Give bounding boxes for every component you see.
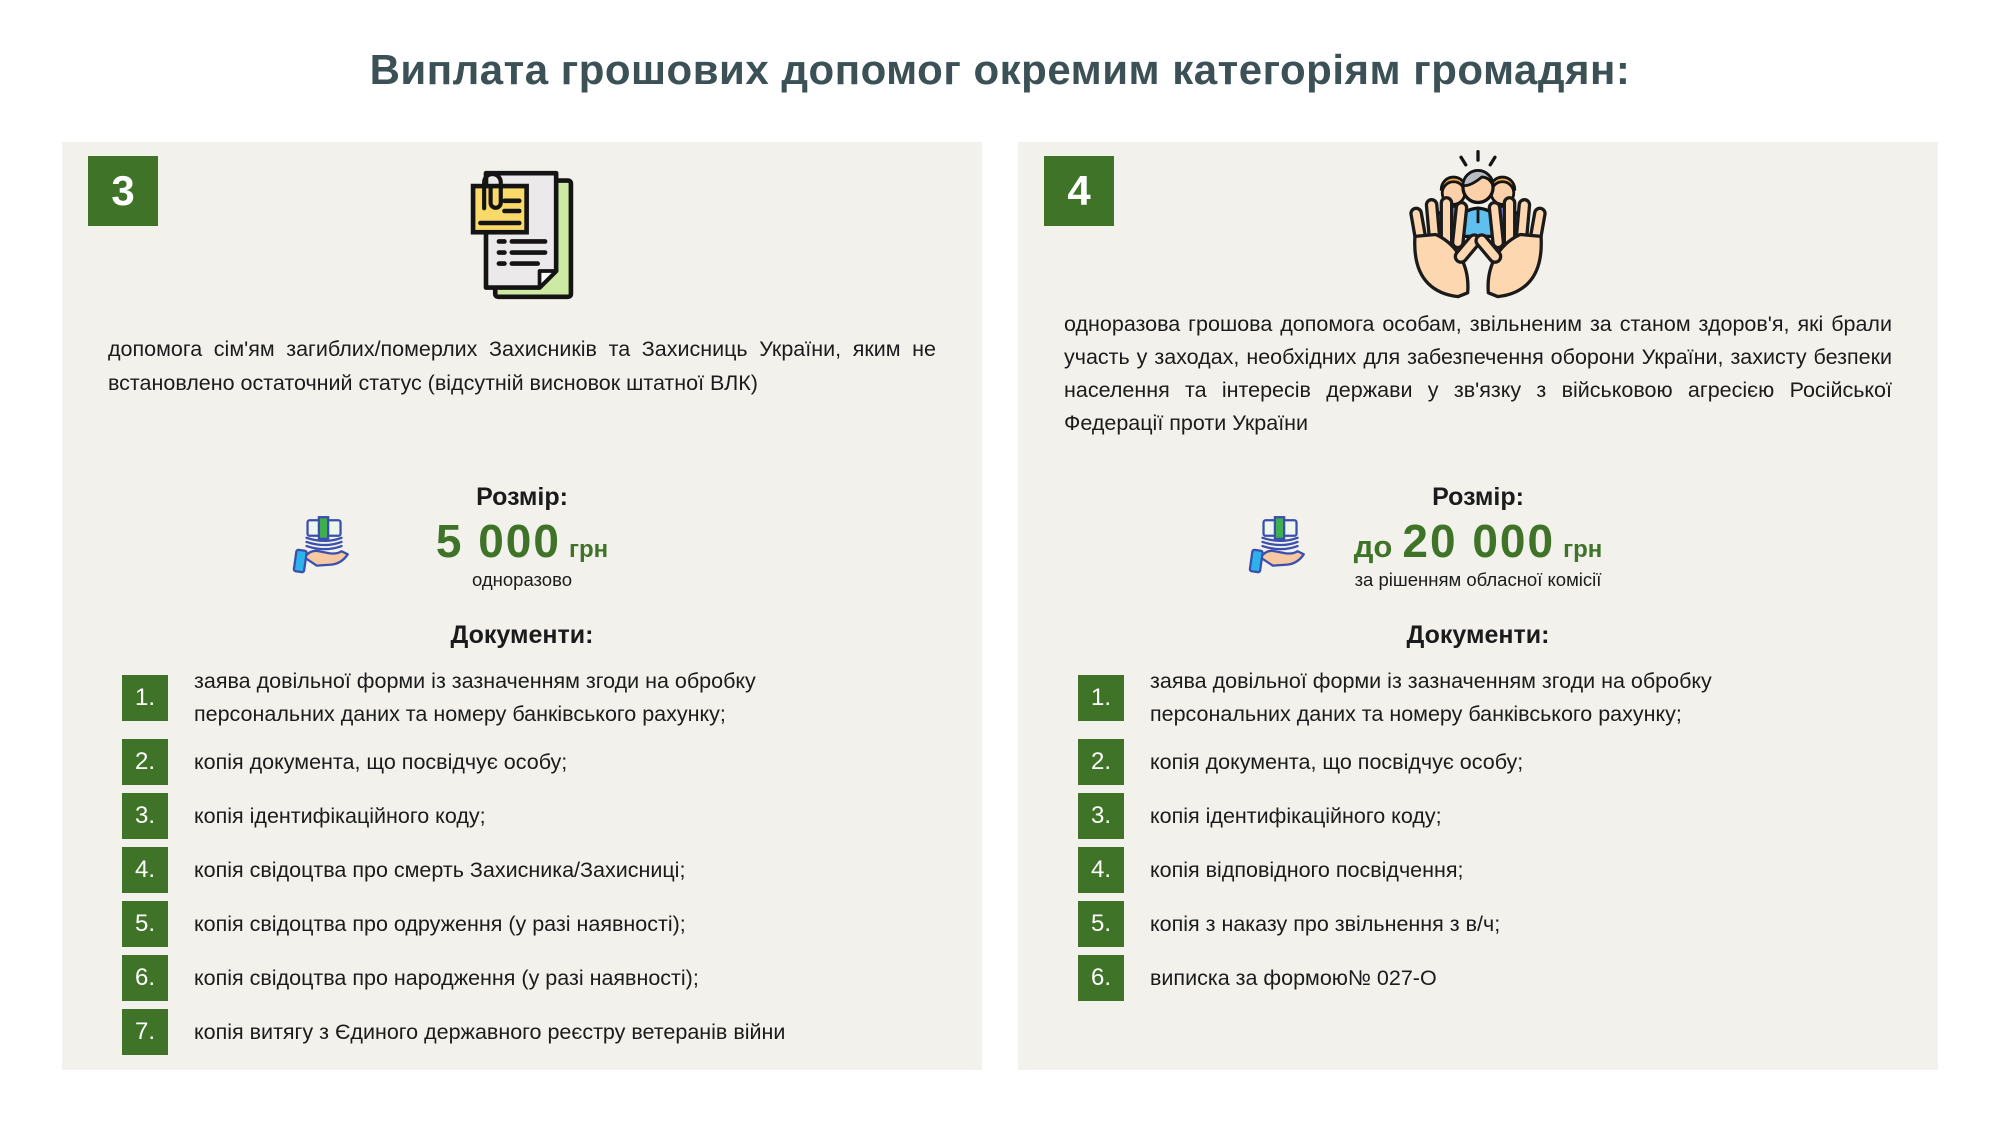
size-heading: Розмір: — [1432, 483, 1524, 511]
hands-holding-people-icon — [1409, 150, 1547, 299]
document-item-text: копія свідоцтва про народження (у разі н… — [194, 965, 699, 990]
hand-with-money-icon — [292, 516, 349, 574]
document-item-badge: 1. — [1078, 675, 1124, 721]
size-section: Розмір: 5 000 грн одноразово — [62, 482, 982, 614]
document-item-text: виписка за формою№ 027-О — [1150, 965, 1437, 990]
document-item-text: копія ідентифікаційного коду; — [194, 803, 486, 828]
document-item-text: копія документа, що посвідчує особу; — [194, 749, 568, 774]
document-item-badge: 5. — [1078, 901, 1124, 947]
document-item: 5. копія з наказу про звільнення з в/ч; — [1078, 901, 1882, 947]
amount-value: 5 000 — [435, 515, 561, 567]
description-wrap: одноразова грошова допомога особам, звіл… — [1018, 306, 1938, 482]
card-icon-row — [1018, 142, 1938, 306]
document-item-badge: 2. — [122, 739, 168, 785]
document-with-paperclip-icon — [470, 170, 574, 300]
cards-row: 3 допомога сім'я — [0, 142, 2000, 1070]
description-wrap: допомога сім'ям загиблих/померлих Захисн… — [62, 306, 982, 482]
card-description: допомога сім'ям загиблих/померлих Захисн… — [108, 337, 936, 395]
card-description: одноразова грошова допомога особам, звіл… — [1064, 312, 1892, 435]
document-item: 2. копія документа, що посвідчує особу; — [1078, 739, 1882, 785]
page-title: Виплата грошових допомог окремим категор… — [369, 46, 1631, 93]
document-item-text: копія з наказу про звільнення з в/ч; — [1150, 911, 1501, 936]
document-item-text: копія відповідного посвідчення; — [1150, 857, 1464, 882]
document-item-text: копія ідентифікаційного коду; — [1150, 803, 1442, 828]
document-item-badge: 3. — [122, 793, 168, 839]
documents-list: 1. заява довільної форми із зазначенням … — [62, 665, 982, 1055]
amount-value: 20 000 — [1402, 515, 1556, 567]
size-section: Розмір: до 20 000 грн за рішенням обласної… — [1018, 482, 1938, 614]
document-item: 6. копія свідоцтва про народження (у раз… — [122, 955, 926, 1001]
document-item-text: копія витягу з Єдиного державного реєстр… — [194, 1019, 786, 1044]
amount-note: одноразово — [471, 569, 573, 590]
document-item-text: заява довільної форми із зазначенням зго… — [1150, 669, 1712, 726]
size-heading: Розмір: — [476, 483, 568, 511]
documents-heading: Документи: — [1406, 621, 1550, 649]
amount-prefix: до — [1353, 529, 1393, 564]
card-number-badge: 4 — [1044, 156, 1114, 226]
document-item-text: заява довільної форми із зазначенням зго… — [194, 669, 756, 726]
document-item: 7. копія витягу з Єдиного державного реє… — [122, 1009, 926, 1055]
card-number-badge: 3 — [88, 156, 158, 226]
document-item: 5. копія свідоцтва про одруження (у разі… — [122, 901, 926, 947]
hand-with-money-icon — [1248, 516, 1305, 574]
amount-unit: грн — [568, 536, 609, 563]
document-item: 4. копія свідоцтва про смерть Захисника/… — [122, 847, 926, 893]
document-item-badge: 5. — [122, 901, 168, 947]
document-item-badge: 7. — [122, 1009, 168, 1055]
amount-line: до 20 000 грн — [1018, 514, 1938, 568]
document-item-badge: 4. — [1078, 847, 1124, 893]
document-item: 6. виписка за формою№ 027-О — [1078, 955, 1882, 1001]
document-item: 1. заява довільної форми із зазначенням … — [1078, 665, 1882, 731]
document-item-badge: 1. — [122, 675, 168, 721]
document-item-badge: 3. — [1078, 793, 1124, 839]
documents-list: 1. заява довільної форми із зазначенням … — [1018, 665, 1938, 1001]
amount-unit: грн — [1563, 536, 1603, 563]
document-item-text: копія свідоцтва про одруження (у разі на… — [194, 911, 686, 936]
document-item-text: копія свідоцтва про смерть Захисника/Зах… — [194, 857, 686, 882]
document-item: 1. заява довільної форми із зазначенням … — [122, 665, 926, 731]
document-item-badge: 2. — [1078, 739, 1124, 785]
amount-note: за рішенням обласної комісії — [1354, 569, 1602, 590]
documents-heading: Документи: — [450, 621, 594, 649]
card-icon-row — [62, 142, 982, 306]
amount-line: 5 000 грн — [62, 514, 982, 568]
card-3: 3 допомога сім'я — [62, 142, 982, 1070]
document-item: 3. копія ідентифікаційного коду; — [1078, 793, 1882, 839]
document-item: 3. копія ідентифікаційного коду; — [122, 793, 926, 839]
document-item-badge: 6. — [1078, 955, 1124, 1001]
document-item-badge: 6. — [122, 955, 168, 1001]
document-item-text: копія документа, що посвідчує особу; — [1150, 749, 1524, 774]
document-item: 2. копія документа, що посвідчує особу; — [122, 739, 926, 785]
document-item-badge: 4. — [122, 847, 168, 893]
card-4: 4 — [1018, 142, 1938, 1070]
document-item: 4. копія відповідного посвідчення; — [1078, 847, 1882, 893]
